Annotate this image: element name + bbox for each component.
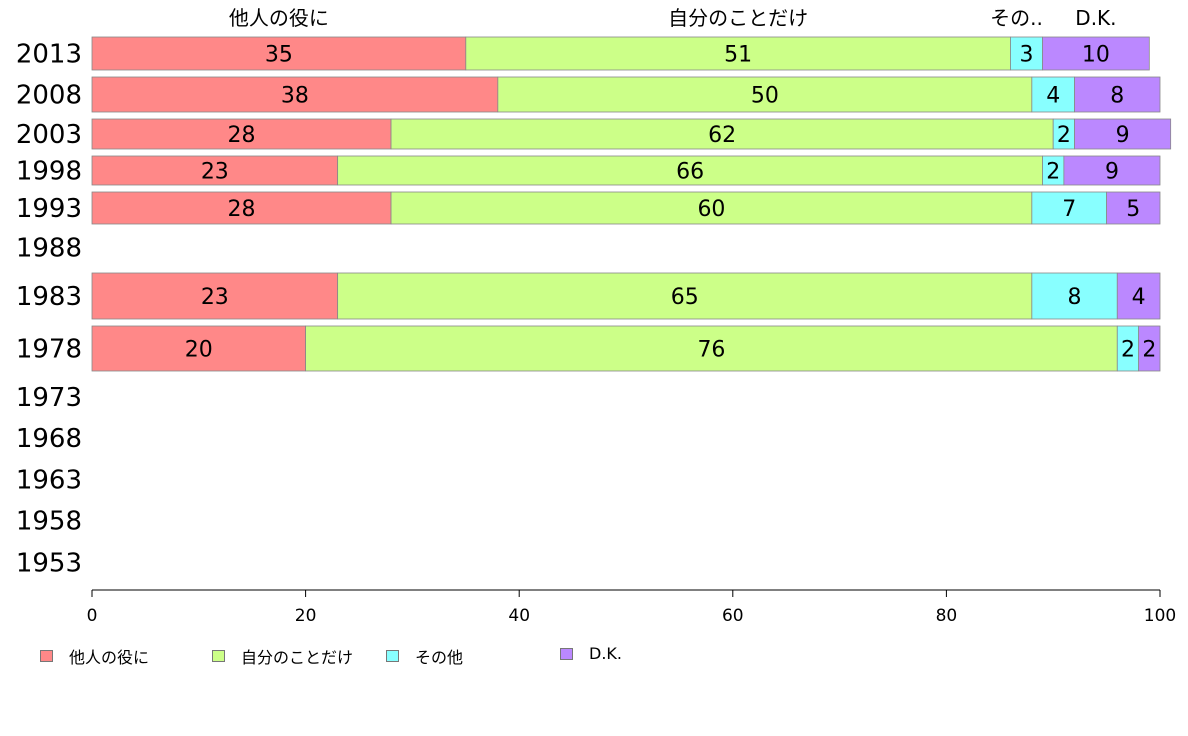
- data-label-2003-series-2: 2: [1057, 123, 1071, 148]
- data-label-2008-series-3: 8: [1110, 84, 1124, 109]
- bar-2008-series-1: [497, 76, 1033, 113]
- bar-2013-series-1: [465, 36, 1011, 71]
- bar-1983-series-3: [1116, 272, 1161, 320]
- category-label-1953: 1953: [16, 549, 82, 579]
- data-label-1983-series-0: 23: [201, 285, 229, 310]
- bar-1993-series-2: [1031, 191, 1107, 225]
- category-label-1963: 1963: [16, 466, 82, 496]
- data-label-2013-series-3: 10: [1082, 43, 1110, 68]
- top-label-3: D.K.: [1075, 6, 1116, 30]
- bar-1983-series-2: [1031, 272, 1118, 320]
- legend-item-1: 自分のことだけ: [212, 644, 353, 668]
- data-label-2003-series-3: 9: [1116, 123, 1130, 148]
- data-label-1998-series-0: 23: [201, 160, 229, 185]
- category-label-1968: 1968: [16, 424, 82, 454]
- legend-swatch-2: [386, 650, 399, 662]
- data-label-1978-series-1: 76: [697, 338, 725, 363]
- data-label-1993-series-3: 5: [1126, 197, 1140, 222]
- x-tick-label-4: 80: [936, 606, 958, 626]
- top-label-1: 自分のことだけ: [668, 6, 808, 30]
- data-label-1978-series-0: 20: [185, 338, 213, 363]
- data-label-1978-series-3: 2: [1142, 338, 1156, 363]
- bar-1983-series-1: [337, 272, 1033, 320]
- legend-item-2: その他: [386, 644, 463, 668]
- category-label-1988: 1988: [16, 234, 82, 264]
- legend-item-3: D.K.: [560, 644, 622, 663]
- bar-2003-series-1: [390, 118, 1054, 150]
- data-label-2013-series-1: 51: [724, 43, 752, 68]
- x-tick-label-1: 20: [295, 606, 317, 626]
- data-label-1998-series-2: 2: [1046, 160, 1060, 185]
- data-label-1993-series-0: 28: [228, 197, 256, 222]
- data-label-1983-series-3: 4: [1132, 285, 1146, 310]
- category-label-2008: 2008: [16, 81, 82, 111]
- bar-2003-series-0: [91, 118, 392, 150]
- legend-label-1: 自分のことだけ: [241, 648, 354, 667]
- data-label-2003-series-0: 28: [228, 123, 256, 148]
- data-label-1983-series-2: 8: [1068, 285, 1082, 310]
- data-label-2013-series-2: 3: [1020, 43, 1034, 68]
- category-label-1958: 1958: [16, 507, 82, 537]
- bar-1998-series-1: [337, 155, 1043, 186]
- category-label-2013: 2013: [16, 40, 82, 70]
- data-label-1978-series-2: 2: [1121, 338, 1135, 363]
- data-label-2008-series-1: 50: [751, 84, 779, 109]
- legend-swatch-1: [212, 650, 225, 662]
- stacked-bar-chart: 2013200820031998199319881983197819731968…: [16, 6, 1176, 626]
- legend-label-3: D.K.: [589, 644, 622, 663]
- bar-2013-series-2: [1010, 36, 1043, 71]
- category-label-1998: 1998: [16, 157, 82, 187]
- data-label-2003-series-1: 62: [708, 123, 736, 148]
- category-label-1973: 1973: [16, 383, 82, 413]
- x-tick-label-2: 40: [508, 606, 530, 626]
- bar-1998-series-0: [91, 155, 339, 186]
- data-label-2013-series-0: 35: [265, 43, 293, 68]
- bar-1978-series-3: [1138, 325, 1161, 372]
- data-label-1993-series-1: 60: [697, 197, 725, 222]
- data-label-2008-series-2: 4: [1046, 84, 1060, 109]
- data-label-1983-series-1: 65: [671, 285, 699, 310]
- bar-2008-series-2: [1031, 76, 1075, 113]
- legend-label-2: その他: [415, 648, 464, 667]
- bar-1993-series-3: [1106, 191, 1161, 225]
- data-label-1993-series-2: 7: [1062, 197, 1076, 222]
- legend: 他人の役に 自分のことだけ その他 D.K.: [0, 644, 1188, 667]
- top-label-2: その..: [990, 6, 1043, 30]
- bar-2013-series-0: [91, 36, 467, 71]
- bar-1998-series-3: [1063, 155, 1161, 186]
- legend-label-0: 他人の役に: [69, 648, 150, 667]
- x-tick-label-3: 60: [722, 606, 744, 626]
- x-tick-label-5: 100: [1144, 606, 1176, 626]
- bar-1978-series-1: [305, 325, 1118, 372]
- category-label-1983: 1983: [16, 282, 82, 312]
- bar-1978-series-0: [91, 325, 307, 372]
- legend-item-0: 他人の役に: [40, 644, 149, 668]
- legend-swatch-3: [560, 647, 573, 660]
- data-label-1998-series-1: 66: [676, 160, 704, 185]
- data-label-1998-series-3: 9: [1105, 160, 1119, 185]
- top-label-0: 他人の役に: [229, 6, 329, 30]
- category-label-2003: 2003: [16, 120, 82, 150]
- legend-swatch-0: [40, 650, 53, 662]
- category-label-1978: 1978: [16, 335, 82, 365]
- bar-2003-series-3: [1074, 118, 1172, 150]
- data-label-2008-series-0: 38: [281, 84, 309, 109]
- bar-2008-series-0: [91, 76, 499, 113]
- x-tick-label-0: 0: [87, 606, 98, 626]
- category-label-1993: 1993: [16, 194, 82, 224]
- bar-2013-series-3: [1042, 36, 1150, 71]
- bar-2008-series-3: [1074, 76, 1161, 113]
